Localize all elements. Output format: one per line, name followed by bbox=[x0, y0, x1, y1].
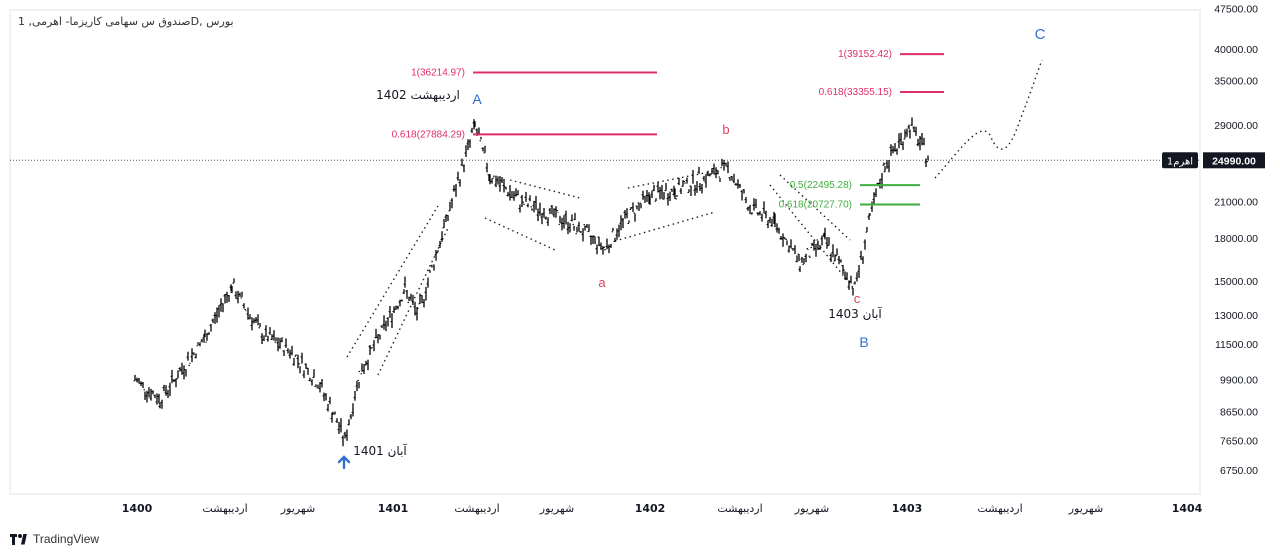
price-axis-label: 8650.00 bbox=[1220, 406, 1258, 418]
annotation-top_1402: اردیبهشت 1402 bbox=[376, 88, 460, 103]
time-axis-label: شهریور bbox=[1068, 502, 1103, 515]
fib-level-label: 0.618(20727.70) bbox=[779, 200, 852, 211]
price-axis-label: 15000.00 bbox=[1214, 276, 1258, 288]
time-axis-label: 1401 bbox=[378, 502, 409, 515]
time-axis-label: 1400 bbox=[122, 502, 153, 515]
wave-label-B: B bbox=[859, 334, 868, 350]
fib-level-label: 0.618(27884.29) bbox=[392, 129, 465, 140]
time-axis-label: 1404 bbox=[1172, 502, 1203, 515]
current-price-tag bbox=[1203, 152, 1265, 169]
time-axis-label: اردیبهشت bbox=[717, 502, 762, 515]
time-axis-label: اردیبهشت bbox=[202, 502, 247, 515]
time-axis-label: شهریور bbox=[539, 502, 574, 515]
time-axis-label: 1403 bbox=[892, 502, 923, 515]
up-arrow-icon bbox=[337, 455, 351, 470]
wave-label-A: A bbox=[472, 91, 482, 107]
pattern-guide-line bbox=[484, 179, 581, 251]
plot-frame bbox=[9, 9, 1201, 495]
fib-level-label: 0.5(22495.28) bbox=[790, 180, 852, 191]
price-axis-label: 13000.00 bbox=[1214, 310, 1258, 322]
symbol-tag bbox=[1162, 152, 1198, 169]
time-axis-label: اردیبهشت bbox=[454, 502, 499, 515]
price-axis-label: 18000.00 bbox=[1214, 233, 1258, 245]
fib-level-label: 1(36214.97) bbox=[411, 68, 465, 79]
footer-brand[interactable]: TradingView bbox=[10, 532, 99, 546]
price-axis-label: 29000.00 bbox=[1214, 120, 1258, 132]
price-axis-label: 35000.00 bbox=[1214, 76, 1258, 88]
price-axis-label: 21000.00 bbox=[1214, 196, 1258, 208]
price-axis-label: 47500.00 bbox=[1214, 3, 1258, 15]
annotation-low_1403: آبان 1403 bbox=[828, 306, 882, 321]
wave-label-a: a bbox=[598, 275, 606, 290]
fib-level-label: 1(39152.42) bbox=[838, 49, 892, 60]
time-axis-label: شهریور bbox=[280, 502, 315, 515]
fib-level-label: 0.618(33355.15) bbox=[819, 87, 892, 98]
time-axis-label: 1402 bbox=[635, 502, 666, 515]
wave-label-C: C bbox=[1035, 26, 1046, 43]
pattern-guide-line bbox=[934, 59, 1043, 179]
tradingview-logo-icon bbox=[10, 533, 28, 545]
wave-label-b: b bbox=[722, 122, 729, 137]
price-axis-label: 6750.00 bbox=[1220, 465, 1258, 477]
symbol-title: بورس ,Dصندوق س سهامی کاریزما- اهرمی, 1 bbox=[18, 15, 234, 28]
time-axis-label: شهریور bbox=[794, 502, 829, 515]
wave-label-c: c bbox=[854, 291, 861, 306]
pattern-guide-line bbox=[614, 169, 721, 242]
symbol-tag-label: اهرم1 bbox=[1167, 156, 1193, 167]
footer-brand-label: TradingView bbox=[33, 532, 100, 546]
pattern-guide-line bbox=[346, 205, 449, 376]
price-axis-label: 7650.00 bbox=[1220, 435, 1258, 447]
price-axis-label: 9900.00 bbox=[1220, 374, 1258, 386]
pattern-guide-line bbox=[769, 174, 856, 291]
price-axis-label: 11500.00 bbox=[1215, 339, 1258, 351]
annotation-low_1401: آبان 1401 bbox=[353, 443, 407, 458]
time-axis-label: اردیبهشت bbox=[977, 502, 1022, 515]
price-axis-label: 40000.00 bbox=[1214, 44, 1258, 56]
current-price-label: 24990.00 bbox=[1212, 155, 1256, 167]
